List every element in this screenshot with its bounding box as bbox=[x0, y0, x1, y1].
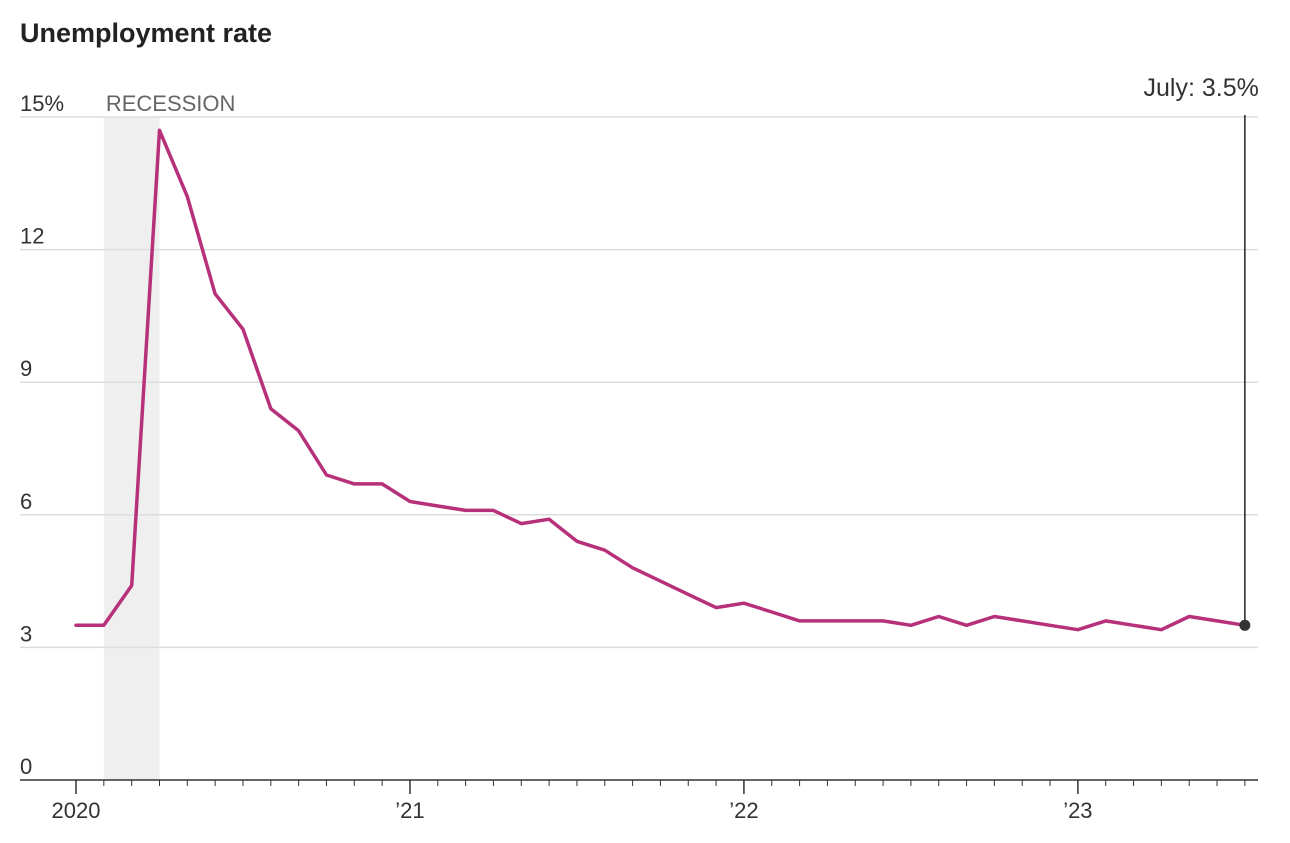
series-line bbox=[74, 128, 1247, 632]
recession-label: RECESSION bbox=[106, 91, 236, 116]
y-tick-label: 15% bbox=[20, 91, 64, 116]
annotation-dot bbox=[1239, 619, 1251, 631]
x-tick-label: ’23 bbox=[1063, 798, 1092, 823]
x-tick-label: ’21 bbox=[395, 798, 424, 823]
x-tick-label: ’22 bbox=[729, 798, 758, 823]
recession-band bbox=[103, 117, 160, 780]
y-tick-label: 3 bbox=[20, 621, 32, 646]
chart-title: Unemployment rate bbox=[20, 18, 273, 48]
y-tick-label: 9 bbox=[20, 356, 32, 381]
annotation-label: July: 3.5% bbox=[1144, 74, 1259, 102]
y-tick-label: 6 bbox=[20, 489, 32, 514]
y-tick-label: 0 bbox=[20, 754, 32, 779]
x-tick-label: 2020 bbox=[52, 798, 101, 823]
y-tick-label: 12 bbox=[20, 224, 44, 249]
